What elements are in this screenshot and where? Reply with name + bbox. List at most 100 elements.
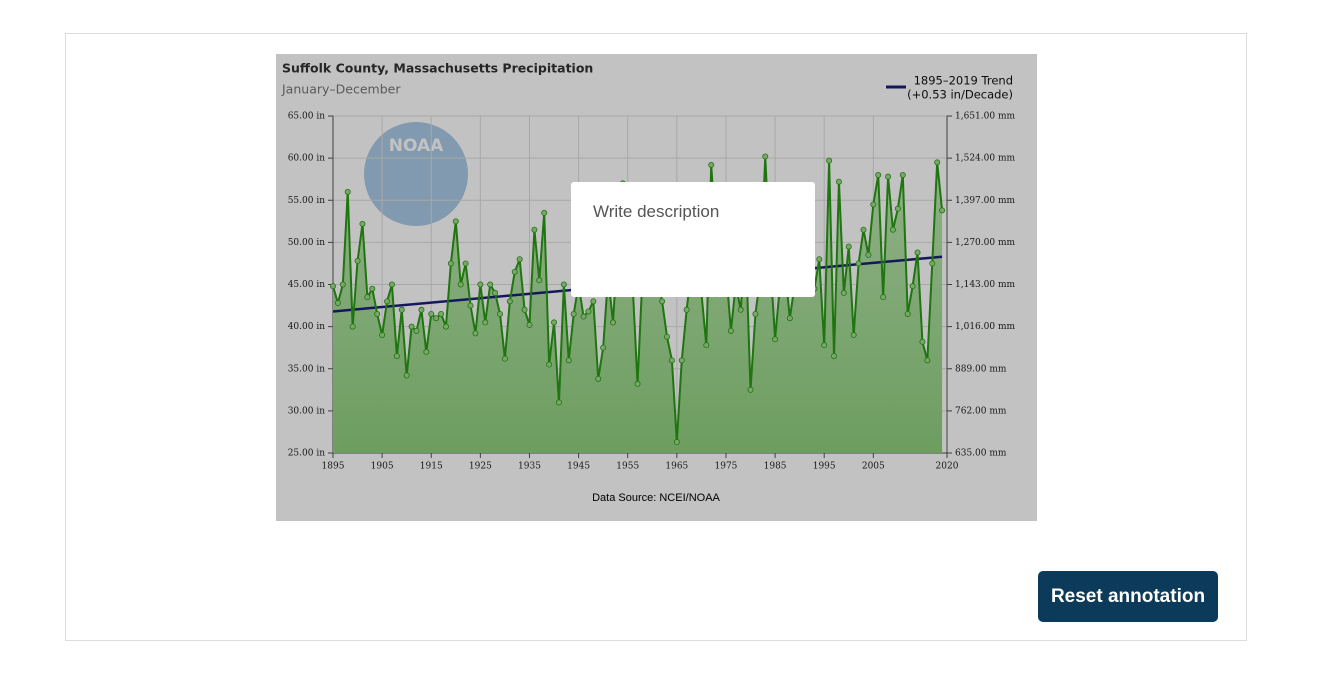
legend-label: 1895–2019 Trend	[914, 74, 1013, 88]
data-point	[457, 281, 464, 288]
data-point	[418, 306, 425, 313]
data-point	[330, 283, 337, 290]
data-point	[492, 289, 499, 296]
data-point	[354, 257, 361, 264]
data-point	[364, 294, 371, 301]
data-point	[374, 310, 381, 317]
y-tick-label: 30.00 in	[288, 406, 326, 416]
data-point	[737, 306, 744, 313]
data-point	[506, 298, 513, 305]
y2-tick-label: 1,270.00 mm	[955, 238, 1015, 248]
y-tick-label: 25.00 in	[288, 449, 326, 459]
data-point	[826, 157, 833, 164]
data-point	[541, 209, 548, 216]
data-point	[850, 332, 857, 339]
x-tick-label: 2020	[936, 462, 959, 472]
data-point	[865, 252, 872, 259]
y2-tick-label: 1,524.00 mm	[955, 154, 1015, 164]
data-point	[786, 315, 793, 322]
data-point	[482, 319, 489, 326]
x-tick-label: 1955	[616, 462, 639, 472]
y-tick-label: 45.00 in	[288, 280, 326, 290]
data-point	[609, 319, 616, 326]
data-point	[472, 330, 479, 337]
data-point	[555, 399, 562, 406]
y-tick-label: 50.00 in	[288, 238, 326, 248]
data-point	[831, 353, 838, 360]
data-point	[762, 153, 769, 160]
y2-tick-label: 762.00 mm	[955, 406, 1007, 416]
y-tick-label: 65.00 in	[288, 112, 326, 122]
x-tick-label: 1985	[764, 462, 787, 472]
data-point	[870, 201, 877, 208]
y2-tick-label: 1,397.00 mm	[955, 196, 1015, 206]
data-point	[727, 327, 734, 334]
data-point	[939, 207, 946, 214]
data-point	[590, 298, 597, 305]
data-point	[359, 220, 366, 227]
chart-title: Suffolk County, Massachusetts Precipitat…	[282, 61, 593, 76]
data-point	[752, 310, 759, 317]
reset-button[interactable]: Reset annotation	[1038, 571, 1218, 622]
data-point	[909, 283, 916, 290]
data-point	[433, 315, 440, 322]
logo-text: NOAA	[389, 136, 444, 156]
data-point	[889, 226, 896, 233]
data-point	[477, 281, 484, 288]
x-tick-label: 1995	[813, 462, 836, 472]
data-point	[423, 348, 430, 355]
data-point	[334, 300, 341, 307]
data-point	[428, 310, 435, 317]
data-point	[600, 344, 607, 351]
area	[333, 156, 943, 453]
y2-tick-label: 889.00 mm	[955, 364, 1007, 374]
y2-tick-label: 1,143.00 mm	[955, 280, 1015, 290]
x-tick-label: 1905	[371, 462, 394, 472]
data-point	[904, 310, 911, 317]
data-point	[875, 171, 882, 178]
data-point	[398, 306, 405, 313]
data-point	[919, 338, 926, 345]
data-point	[452, 218, 459, 225]
x-tick-label: 2005	[862, 462, 885, 472]
y-tick-label: 55.00 in	[288, 196, 326, 206]
y2-tick-label: 1,651.00 mm	[955, 112, 1015, 122]
y2-tick-label: 1,016.00 mm	[955, 322, 1015, 332]
data-point	[384, 298, 391, 305]
data-point	[521, 306, 528, 313]
x-tick-label: 1935	[518, 462, 541, 472]
data-source: Data Source: NCEI/NOAA	[592, 492, 720, 504]
data-point	[885, 173, 892, 180]
data-point	[497, 310, 504, 317]
data-point	[934, 159, 941, 166]
data-point	[536, 277, 543, 284]
data-point	[369, 285, 376, 292]
data-point	[349, 323, 356, 330]
data-point	[880, 294, 887, 301]
y-tick-label: 35.00 in	[288, 364, 326, 374]
data-point	[462, 260, 469, 267]
data-point	[835, 178, 842, 185]
data-point	[501, 355, 508, 362]
data-point	[560, 281, 567, 288]
x-tick-label: 1925	[469, 462, 492, 472]
data-point	[899, 171, 906, 178]
data-point	[816, 256, 823, 263]
data-point	[403, 372, 410, 379]
data-point	[526, 321, 533, 328]
x-tick-label: 1915	[420, 462, 443, 472]
data-point	[914, 249, 921, 256]
data-point	[894, 205, 901, 212]
data-point	[668, 357, 675, 364]
annotation-input[interactable]: Write description	[571, 182, 815, 297]
data-point	[664, 333, 671, 340]
data-point	[408, 323, 415, 330]
data-point	[860, 226, 867, 233]
data-point	[438, 310, 445, 317]
data-point	[673, 439, 680, 446]
data-point	[845, 243, 852, 250]
legend-note: (+0.53 in/Decade)	[907, 88, 1013, 102]
data-point	[467, 302, 474, 309]
data-point	[531, 226, 538, 233]
